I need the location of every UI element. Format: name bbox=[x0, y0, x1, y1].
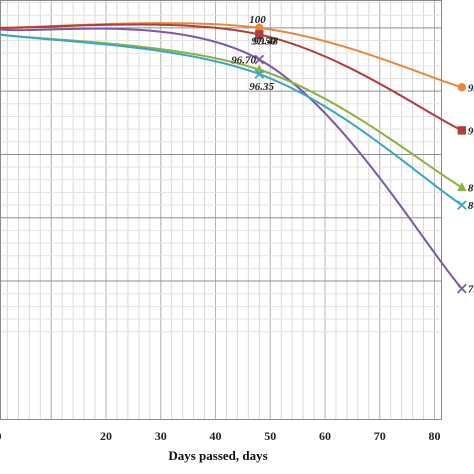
marker-x-stroke bbox=[457, 200, 467, 210]
x-tick-label: 0 bbox=[0, 429, 2, 443]
x-axis-title: Days passed, days bbox=[168, 448, 267, 463]
series-line bbox=[0, 27, 463, 290]
x-tick-label: 30 bbox=[155, 429, 167, 443]
marker-x-stroke bbox=[254, 54, 265, 65]
data-label: 96.70 bbox=[231, 55, 256, 67]
data-label: 79.40 bbox=[468, 284, 474, 296]
data-labels: 100 95.30 99.48 91.90 97.50 79.40 96.70 87.40 96… bbox=[231, 14, 474, 296]
data-label: 99.48 bbox=[253, 35, 278, 47]
data-label: 95.30 bbox=[468, 82, 474, 94]
marker-x bbox=[457, 283, 467, 294]
marker-triangle bbox=[457, 182, 467, 192]
axes: 02030405060708090 bbox=[0, 0, 442, 443]
marker-square bbox=[255, 30, 264, 39]
marker-x bbox=[254, 54, 265, 65]
marker-x-stroke bbox=[254, 69, 265, 79]
x-tick-label: 70 bbox=[374, 429, 386, 443]
x-tick-label: 20 bbox=[100, 429, 112, 443]
marker-x bbox=[457, 200, 467, 210]
x-tick-label: 60 bbox=[319, 429, 331, 443]
marker-x-stroke bbox=[457, 283, 467, 294]
data-label: 97.50 bbox=[251, 36, 276, 48]
data-label: 86.00 bbox=[468, 200, 474, 212]
plot-border bbox=[0, 0, 442, 420]
x-tick-label: 40 bbox=[210, 429, 222, 443]
data-label: 87.40 bbox=[468, 182, 474, 194]
grid bbox=[0, 0, 442, 420]
data-label: 100 bbox=[249, 14, 266, 26]
marker-x bbox=[254, 69, 265, 79]
series-markers bbox=[254, 23, 467, 294]
marker-circle bbox=[457, 83, 467, 92]
x-tick-label: 80 bbox=[429, 429, 441, 443]
marker-square bbox=[457, 126, 467, 135]
data-label: 91.90 bbox=[468, 125, 474, 137]
marker-circle bbox=[255, 23, 264, 33]
x-tick-label: 50 bbox=[264, 429, 276, 443]
data-label: 96.35 bbox=[249, 81, 274, 93]
